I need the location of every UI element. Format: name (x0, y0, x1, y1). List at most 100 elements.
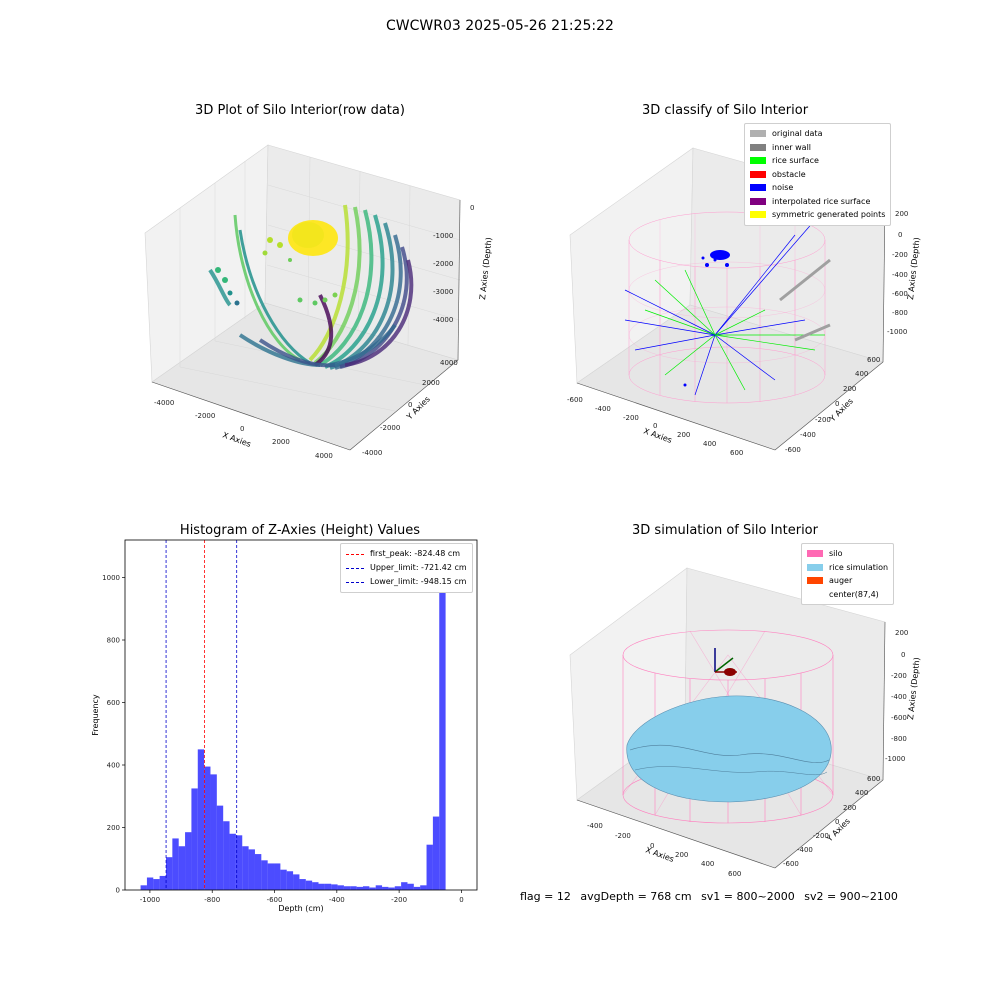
legend-swatch (807, 550, 823, 558)
plot4-xtick: 600 (728, 870, 741, 878)
histogram-bar (337, 885, 344, 890)
plot2-x-axis-line (576, 382, 776, 451)
plot2-classified-points (624, 219, 831, 396)
plot4-xlabel: X Axies (644, 845, 675, 864)
plot2-ztick: -200 (892, 251, 908, 259)
plot1-zlabel: Z Axies (Depth) (478, 237, 494, 300)
legend-label: rice surface (772, 156, 819, 165)
plot1-xtick: 4000 (315, 452, 333, 460)
histogram-bar (350, 886, 357, 890)
plot1-ytick: 0 (408, 401, 412, 409)
plot1-ztick: -2000 (433, 260, 453, 268)
legend-item: Lower_limit: -948.15 cm (346, 575, 467, 589)
plot2-xtick: 200 (677, 431, 690, 439)
histogram-bar (299, 879, 306, 890)
x-tick-label: 0 (459, 896, 463, 904)
figure-title: CWCWR03 2025-05-26 21:25:22 (386, 18, 614, 34)
plot1-xtick: -4000 (154, 399, 174, 407)
plot4-z-axis-line (882, 621, 886, 781)
legend-item: Upper_limit: -721.42 cm (346, 561, 467, 575)
histogram-bar (388, 887, 395, 890)
legend-item: rice simulation (807, 561, 888, 575)
histogram-bar (420, 885, 427, 890)
legend-swatch (750, 197, 766, 205)
plot1-xtick: -2000 (195, 412, 215, 420)
plot2-title: 3D classify of Silo Interior (641, 103, 809, 118)
legend-label: obstacle (772, 169, 806, 179)
plot1-z-axis-line (457, 199, 461, 361)
legend-item: center(87,4) (807, 588, 888, 602)
plot4-ztick: -1000 (885, 755, 905, 763)
plot1-y-axis-line (349, 359, 459, 451)
legend-label: silo (829, 549, 843, 558)
plot2-ztick: -1000 (887, 328, 907, 336)
histogram-bar (362, 886, 370, 890)
plot2-z-axis-line (882, 201, 886, 363)
plot1-scatter-walls (208, 204, 414, 370)
plot1-title: 3D Plot of Silo Interior(row data) (195, 103, 405, 118)
plot2-y-axis-line (774, 361, 884, 451)
y-tick-label: 800 (107, 637, 120, 645)
histogram-yticks: 0 200 400 600 800 1000 (102, 574, 125, 895)
plot4-x-axis-line (576, 799, 776, 869)
plot2-xtick: -400 (595, 405, 611, 413)
histogram-bar (146, 877, 154, 890)
status-footer: flag = 12 avgDepth = 768 cm sv1 = 800~20… (520, 890, 904, 903)
plot4-ytick: -400 (797, 846, 813, 854)
y-tick-label: 600 (107, 699, 120, 707)
plot4-xtick: -400 (587, 822, 603, 830)
histogram-bar (426, 844, 433, 890)
plot1-ztick: -4000 (433, 316, 453, 324)
x-tick-label: -200 (391, 896, 407, 904)
plot1-ztick: 0 (470, 204, 474, 212)
legend-swatch (346, 553, 364, 555)
plot1-3d-axes: -4000 -2000 0 2000 4000 -4000 -2000 0 20… (144, 144, 494, 460)
histogram-bar (312, 882, 319, 890)
plot2-xtick: 0 (653, 422, 657, 430)
plot3-legend: first_peak: -824.48 cm Upper_limit: -721… (340, 543, 473, 593)
legend-label: first_peak: -824.48 cm (370, 549, 461, 558)
y-tick-label: 400 (107, 762, 120, 770)
histogram-bar (216, 805, 224, 890)
legend-label: rice simulation (829, 562, 889, 572)
plot4-title: 3D simulation of Silo Interior (632, 523, 818, 538)
plot2-xtick: -200 (623, 414, 639, 422)
x-tick-label: -400 (329, 896, 345, 904)
legend-swatch (346, 581, 364, 583)
plot4-ytick: 200 (843, 804, 856, 812)
plot2-ztick: 200 (895, 210, 908, 218)
legend-item: symmetric generated points (750, 208, 885, 222)
x-tick-label: -800 (204, 896, 220, 904)
plot2-legend: original data inner wall rice surface ob… (744, 123, 892, 226)
histogram-bar (343, 886, 351, 890)
plot2-ytick: -400 (800, 431, 816, 439)
plot2-ytick: 400 (855, 370, 868, 378)
histogram-bar (407, 883, 414, 890)
histogram-bar (356, 886, 363, 890)
plot1-xtick: 2000 (272, 438, 290, 446)
histogram-bar (439, 546, 446, 890)
plot1-scatter-top (215, 220, 338, 306)
sv2-text: sv2 = 900~2100 (804, 890, 898, 903)
legend-label: original data (772, 129, 823, 138)
plot1-ztick: -3000 (433, 288, 453, 296)
plot4-y-axis-line (774, 779, 884, 869)
plot3-axes-frame (124, 539, 478, 891)
legend-swatch (750, 211, 766, 219)
legend-swatch (346, 567, 364, 569)
histogram-bar (159, 875, 166, 890)
sv1-text: sv1 = 800~2000 (701, 890, 795, 903)
plot2-xtick: 600 (730, 449, 743, 457)
legend-label: auger (829, 576, 853, 585)
plot4-ztick: -800 (891, 735, 907, 743)
plot4-ztick: 0 (901, 651, 905, 659)
legend-item: auger (807, 574, 888, 588)
x-tick-label: -600 (267, 896, 283, 904)
plot4-3d-axes: -400 -200 0 200 400 600 -600 -400 -200 0… (569, 567, 922, 878)
histogram-bar (254, 854, 262, 890)
plot3-xlabel: Depth (cm) (278, 904, 323, 913)
histogram-bar (172, 838, 179, 890)
histogram-bar (191, 788, 198, 890)
legend-item: original data (750, 127, 885, 141)
plot4-ztick: -400 (891, 693, 907, 701)
